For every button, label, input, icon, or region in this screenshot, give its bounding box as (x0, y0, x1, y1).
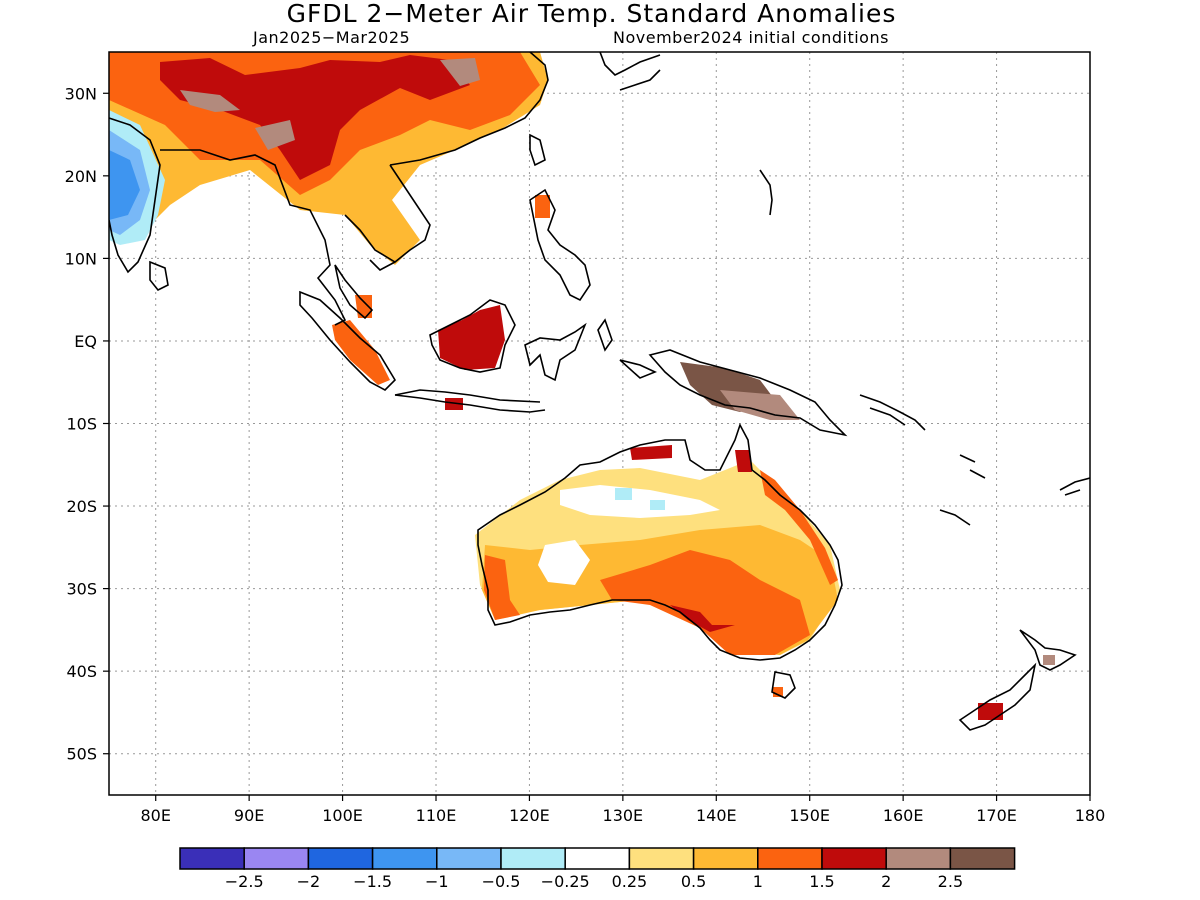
legend-swatch (371, 847, 438, 870)
australia-cool-patch-2 (650, 500, 665, 510)
sumatra-anomaly (332, 320, 390, 385)
australia-cool-patch (615, 488, 632, 500)
legend-swatch (307, 847, 374, 870)
lon-label: 140E (696, 806, 737, 825)
lat-label: 20N (65, 167, 97, 186)
legend-label: −1.5 (353, 872, 392, 891)
legend-label: −2.5 (225, 872, 264, 891)
lon-label: 170E (976, 806, 1017, 825)
lon-label: 150E (789, 806, 830, 825)
legend-swatch (564, 847, 631, 870)
lon-label: 120E (509, 806, 550, 825)
australia-white-patch (538, 540, 590, 585)
south-coast-red (670, 605, 735, 632)
australia-west-orange (484, 555, 520, 620)
lat-label: 10S (66, 415, 97, 434)
lon-label: 130E (603, 806, 644, 825)
asia-brown-anomaly (180, 90, 240, 112)
legend-swatch (628, 847, 695, 870)
lon-label: 110E (416, 806, 457, 825)
tibet-brown-anomaly (440, 58, 480, 86)
asia-red-anomaly (160, 55, 470, 180)
legend-label: 1.5 (809, 872, 834, 891)
lon-label: 100E (322, 806, 363, 825)
lat-label: 30S (66, 580, 97, 599)
philippines-anomaly (535, 195, 550, 218)
india-cool-dark (109, 150, 140, 220)
cape-york-red (735, 450, 752, 472)
legend-label: 0.25 (612, 872, 648, 891)
australia-white-north (560, 485, 720, 518)
legend-label: 2.5 (938, 872, 963, 891)
longitude-labels: 80E 90E 100E 110E 120E 130E 140E 150E 160E 170E 18… (140, 806, 1105, 825)
forecast-period: Jan2025−Mar2025 (253, 28, 411, 47)
lat-label: 30N (65, 84, 97, 103)
lon-label: 160E (883, 806, 924, 825)
map-title: GFDL 2−Meter Air Temp. Standard Anomalie… (286, 0, 897, 28)
map-frame (108, 51, 1091, 796)
legend-label: −2 (297, 872, 321, 891)
initial-conditions: November2024 initial conditions (613, 28, 889, 47)
legend-swatch (692, 847, 759, 870)
legend-swatch (243, 847, 310, 870)
legend-label: −0.5 (482, 872, 521, 891)
latitude-labels: 30N 20N 10N EQ 10S 20S 30S 40S 50S (65, 84, 97, 763)
top-end-red (630, 445, 672, 460)
lon-label: 90E (234, 806, 264, 825)
borneo-red-anomaly (438, 305, 505, 370)
lat-label: 20S (66, 497, 97, 516)
legend-swatch (179, 847, 245, 870)
australia-orange-anomaly (600, 550, 810, 655)
lat-label: 10N (65, 249, 97, 268)
map-gridlines (103, 52, 1091, 801)
anomaly-shading (109, 52, 1055, 720)
coastlines (109, 52, 1090, 731)
lat-label: 50S (66, 745, 97, 764)
legend-swatch (885, 847, 952, 870)
new-guinea-light-brown (720, 390, 800, 420)
legend-label: 2 (881, 872, 891, 891)
australia-east-orange (760, 470, 838, 585)
new-zealand-red (978, 703, 1003, 720)
legend-swatch (821, 847, 887, 870)
lon-label: 80E (140, 806, 170, 825)
lon-label: 180 (1075, 806, 1106, 825)
legend-swatch (500, 847, 566, 870)
legend-swatch (436, 847, 502, 870)
lat-label: EQ (74, 332, 97, 351)
tasmania-anomaly (773, 687, 783, 697)
legend-swatch (949, 847, 1016, 870)
legend-label: 0.5 (681, 872, 706, 891)
lat-label: 40S (66, 662, 97, 681)
legend-label: −1 (425, 872, 449, 891)
legend-label: 1 (753, 872, 763, 891)
legend-label: −0.25 (541, 872, 590, 891)
himalaya-brown-anomaly (255, 120, 295, 150)
new-zealand-brown (1043, 655, 1055, 665)
color-legend: −2.5 −2 −1.5 −1 −0.5 −0.25 0.25 0.5 1 1.5 2 2.5 (179, 847, 1016, 891)
java-red-anomaly (445, 398, 463, 410)
legend-swatch (757, 847, 823, 870)
